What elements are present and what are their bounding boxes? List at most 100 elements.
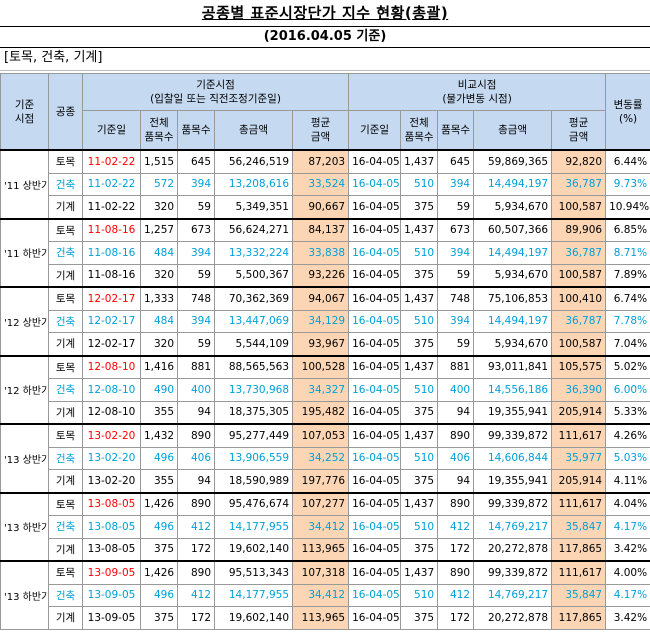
cell-compare-total-amount: 14,494,197 (473, 172, 553, 196)
cell-compare-item-count: 890 (437, 423, 475, 448)
cell-compare-date: 16-04-05 (348, 400, 402, 425)
cell-item-count: 412 (177, 515, 215, 539)
cell-avg-amount: 90,667 (291, 195, 350, 219)
cell-compare-total-amount: 14,556,186 (473, 378, 553, 402)
cell-compare-total-items: 1,437 (400, 217, 439, 242)
cell-compare-date: 16-04-05 (348, 423, 402, 448)
cell-total-items: 1,426 (140, 491, 178, 516)
cell-avg-amount: 107,318 (291, 560, 350, 585)
cell-category: 건축 (48, 241, 83, 265)
cell-item-count: 881 (177, 354, 215, 379)
cell-compare-item-count: 172 (437, 537, 475, 562)
cell-compare-total-items: 1,437 (400, 286, 439, 311)
cell-compare-date: 16-04-05 (348, 332, 402, 356)
cell-avg-amount: 93,226 (291, 263, 350, 288)
cell-compare-avg-amount: 205,914 (551, 469, 607, 493)
cell-compare-total-items: 510 (400, 378, 439, 402)
cell-change-rate: 4.26% (605, 423, 650, 448)
table-row: '13 상반기 토목 13-02-20 1,432 890 95,277,449 107,0… (0, 423, 650, 493)
cell-base-date: 12-02-17 (82, 286, 141, 311)
cell-item-count: 890 (177, 491, 215, 516)
cell-compare-total-amount: 93,011,841 (473, 354, 553, 379)
header-compare-avg-amount: 평균 금액 (551, 110, 607, 151)
header-compare-group-sub: (물가변동 시점) (442, 93, 512, 105)
cell-compare-total-items: 510 (400, 172, 439, 196)
table-row: 기계 12-08-10 355 94 18,375,305 195,482 16-04-05… (1, 400, 650, 425)
cell-item-count: 59 (177, 263, 215, 288)
table-row: '11 하반기 토목 11-08-16 1,257 673 56,624,271 84,13… (0, 217, 650, 288)
cell-total-amount: 5,544,109 (214, 332, 293, 356)
cell-base-date: 11-08-16 (82, 241, 141, 265)
cell-compare-total-amount: 99,339,872 (473, 491, 553, 516)
cell-total-amount: 5,500,367 (214, 263, 293, 288)
cell-compare-avg-amount: 35,847 (551, 583, 607, 607)
cell-compare-total-items: 1,437 (400, 354, 439, 379)
cell-total-items: 1,257 (140, 217, 178, 242)
header-compare-group: 비교시점 (물가변동 시점) (348, 73, 607, 111)
cell-compare-item-count: 94 (437, 400, 475, 425)
cell-total-items: 490 (140, 378, 178, 402)
cell-compare-total-items: 510 (400, 241, 439, 265)
cell-compare-item-count: 890 (437, 560, 475, 585)
cell-compare-item-count: 412 (437, 583, 475, 607)
cell-base-date: 13-09-05 (82, 560, 141, 585)
cell-compare-total-items: 375 (400, 469, 439, 493)
cell-compare-avg-amount: 35,977 (551, 446, 607, 470)
cell-compare-total-items: 1,437 (400, 560, 439, 585)
cell-compare-item-count: 890 (437, 491, 475, 516)
table-row: 건축 13-08-05 496 412 14,177,955 34,412 16-04-05… (1, 515, 650, 539)
cell-compare-total-items: 375 (400, 195, 439, 219)
cell-compare-avg-amount: 117,865 (551, 537, 607, 562)
cell-compare-avg-amount: 100,587 (551, 195, 607, 219)
cell-avg-amount: 34,412 (291, 515, 350, 539)
cell-total-items: 355 (140, 400, 178, 425)
cell-compare-total-items: 510 (400, 515, 439, 539)
cell-total-items: 375 (140, 606, 178, 630)
cell-change-rate: 5.03% (605, 446, 650, 470)
header-base-group-sub: (입찰일 또는 직전조정기준일) (150, 93, 281, 105)
cell-change-rate: 7.78% (605, 309, 650, 333)
cell-period: '13 하반기 (0, 491, 49, 562)
cell-category: 건축 (48, 378, 83, 402)
cell-avg-amount: 100,528 (291, 354, 350, 379)
cell-total-amount: 13,447,069 (214, 309, 293, 333)
cell-category: 건축 (48, 446, 83, 470)
cell-base-date: 13-02-20 (82, 423, 141, 448)
cell-base-date: 13-09-05 (82, 583, 141, 607)
cell-compare-avg-amount: 35,847 (551, 515, 607, 539)
cell-compare-item-count: 673 (437, 217, 475, 242)
cell-total-items: 355 (140, 469, 178, 493)
cell-base-date: 11-02-22 (82, 195, 141, 219)
cell-item-count: 94 (177, 469, 215, 493)
cell-compare-total-items: 1,437 (400, 149, 439, 174)
cell-item-count: 673 (177, 217, 215, 242)
cell-compare-avg-amount: 36,787 (551, 241, 607, 265)
table-row: 기계 13-09-05 375 172 19,602,140 113,965 16-04-0… (1, 606, 650, 630)
cell-compare-total-amount: 99,339,872 (473, 423, 553, 448)
cell-period: '11 하반기 (0, 217, 49, 288)
cell-total-items: 1,432 (140, 423, 178, 448)
cell-compare-total-items: 1,437 (400, 491, 439, 516)
cell-item-count: 645 (177, 149, 215, 174)
cell-category: 기계 (48, 400, 83, 425)
cell-total-items: 1,333 (140, 286, 178, 311)
cell-period: '12 하반기 (0, 354, 49, 425)
cell-compare-date: 16-04-05 (348, 195, 402, 219)
cell-compare-total-items: 510 (400, 309, 439, 333)
cell-avg-amount: 94,067 (291, 286, 350, 311)
cell-total-items: 484 (140, 309, 178, 333)
cell-compare-total-amount: 75,106,853 (473, 286, 553, 311)
cell-change-rate: 5.02% (605, 354, 650, 379)
cell-compare-total-amount: 14,769,217 (473, 583, 553, 607)
header-compare-total-amount: 총금액 (473, 110, 553, 151)
cell-base-date: 11-02-22 (82, 172, 141, 196)
cell-change-rate: 7.04% (605, 332, 650, 356)
cell-item-count: 59 (177, 332, 215, 356)
cell-item-count: 59 (177, 195, 215, 219)
cell-item-count: 400 (177, 378, 215, 402)
cell-category: 건축 (48, 172, 83, 196)
header-base-group-title: 기준시점 (196, 79, 235, 91)
cell-change-rate: 4.04% (605, 491, 650, 516)
cell-category: 토목 (48, 491, 83, 516)
cell-change-rate: 6.44% (605, 149, 650, 174)
